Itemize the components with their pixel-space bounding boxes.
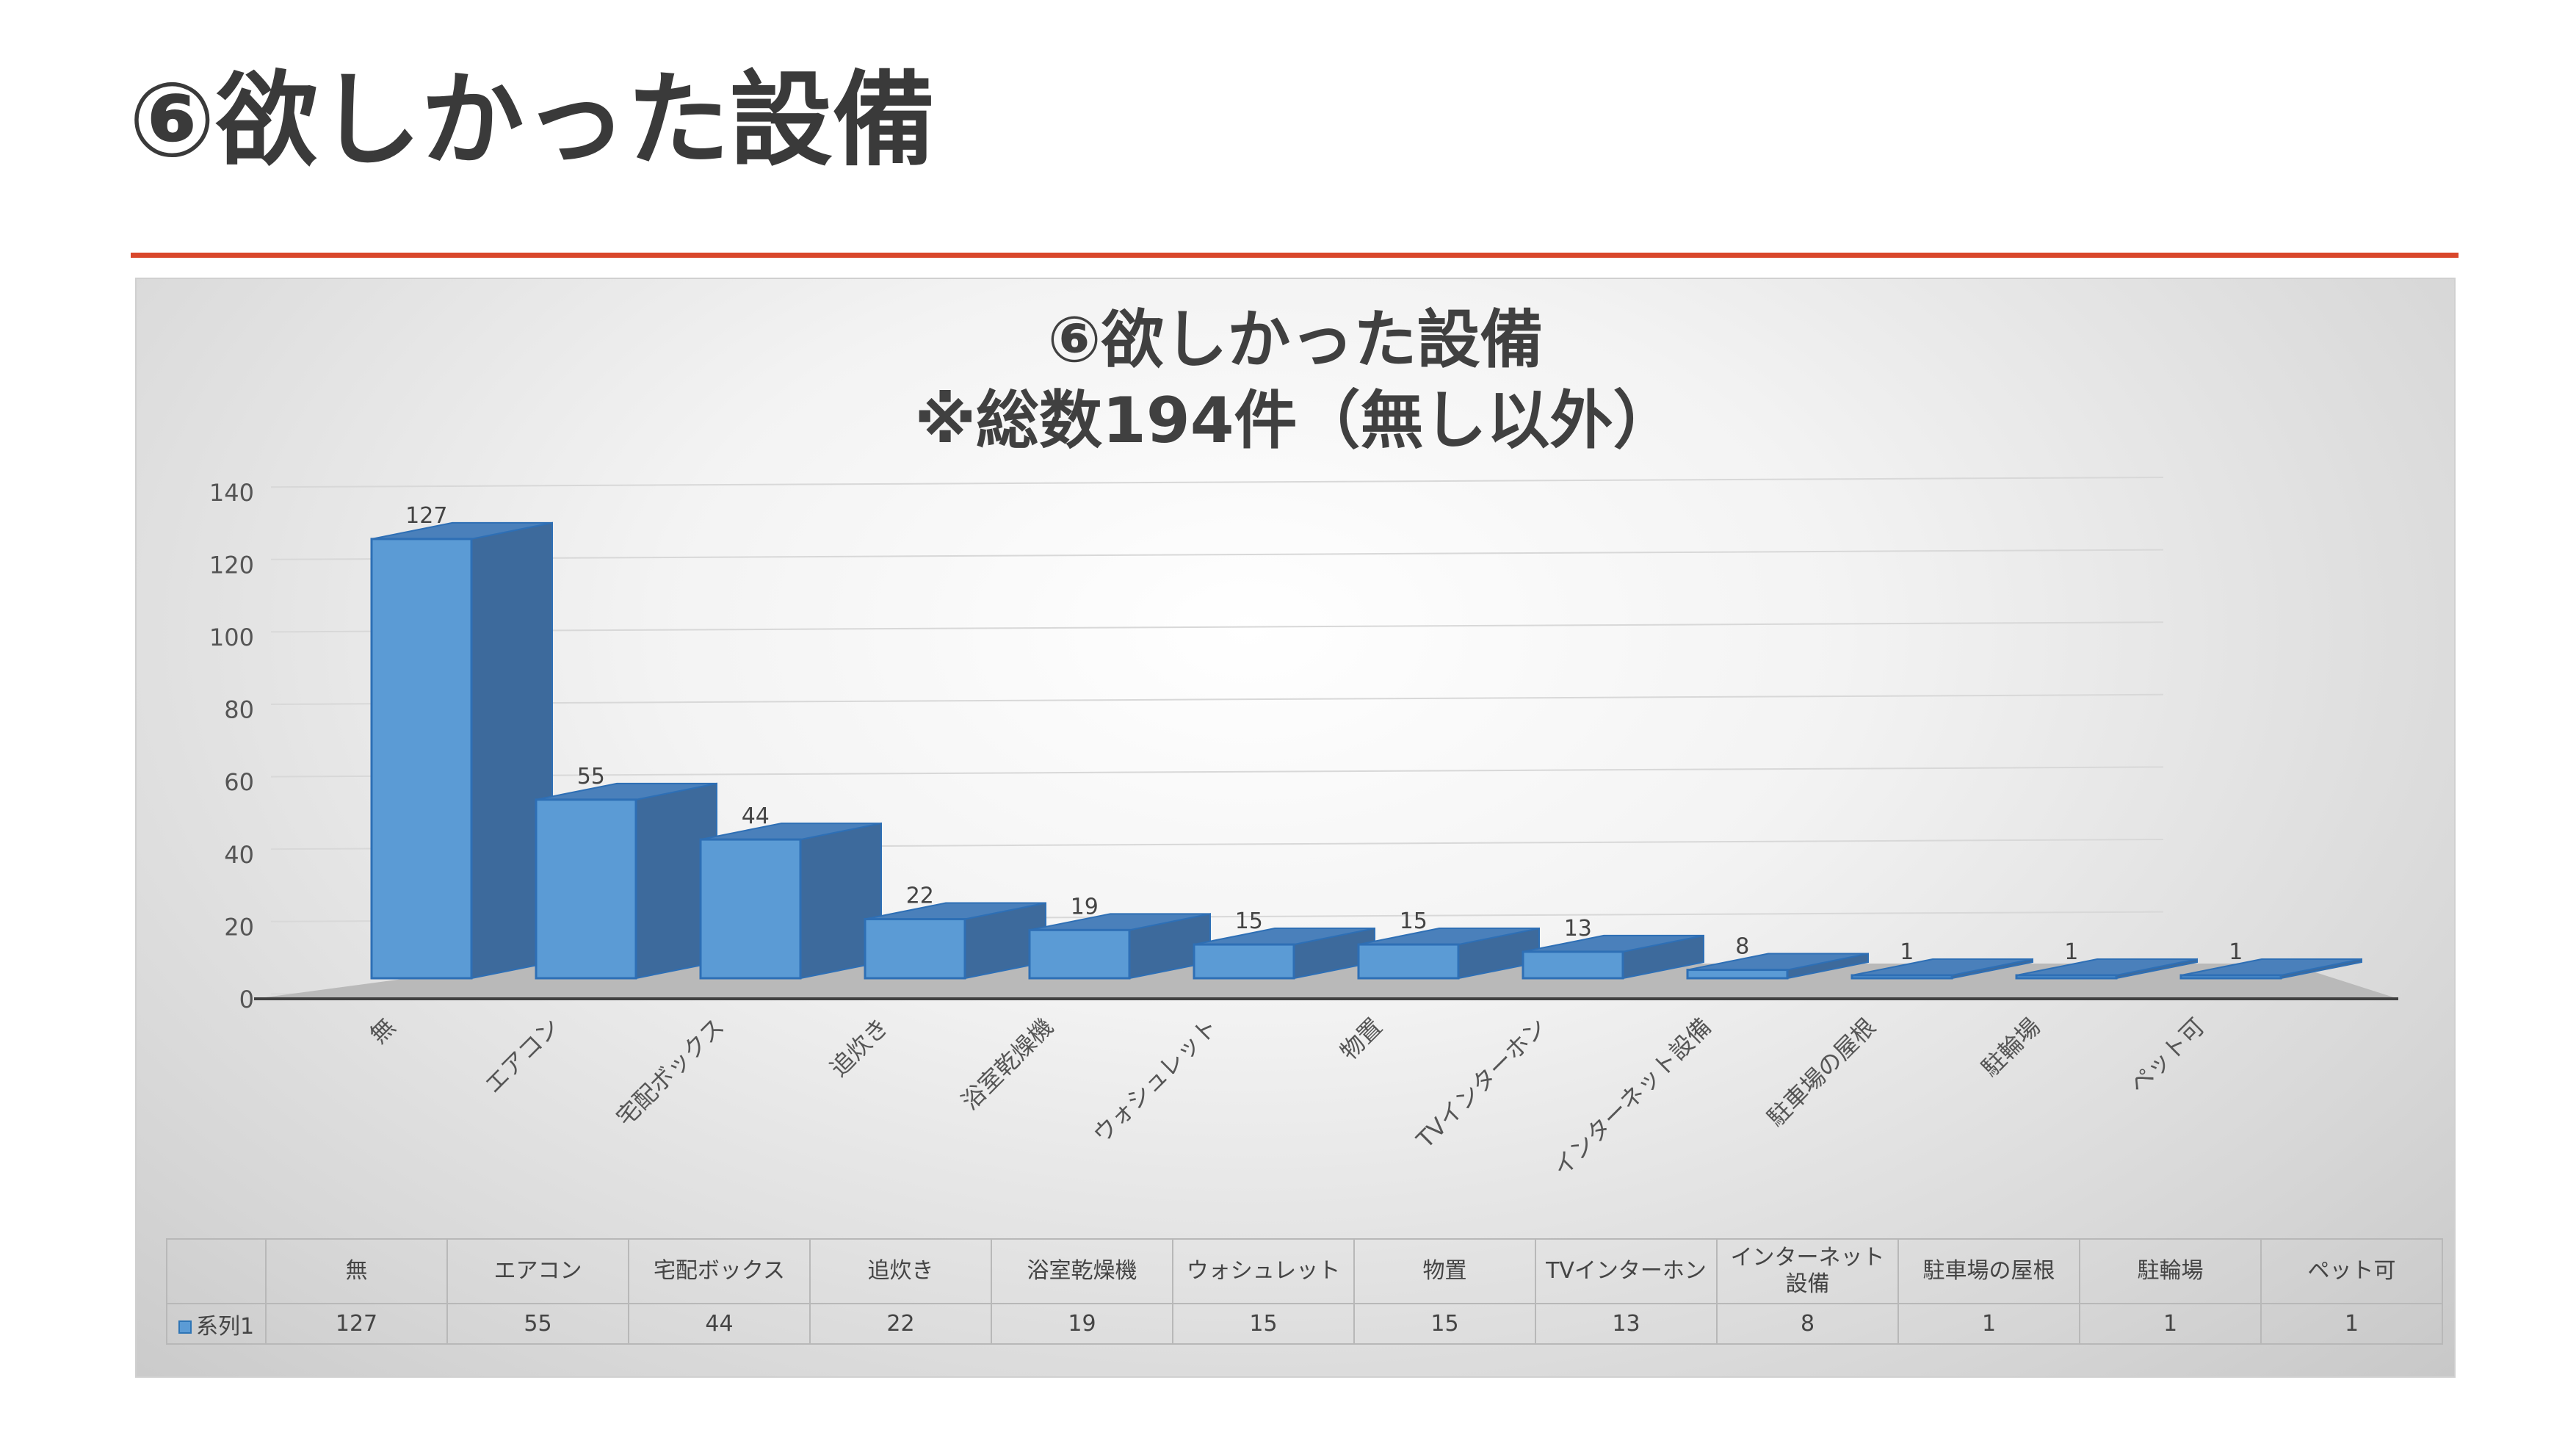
x-category-label: インターネット設備 bbox=[1547, 1013, 1717, 1182]
data-label: 44 bbox=[742, 803, 770, 829]
table-value-cell: 1 bbox=[2260, 1303, 2443, 1345]
table-value-cell: 19 bbox=[991, 1303, 1173, 1345]
y-tick-label: 40 bbox=[224, 841, 254, 869]
bar bbox=[370, 521, 553, 980]
gridline bbox=[270, 693, 2164, 705]
x-category-label: 追炊き bbox=[825, 1013, 894, 1083]
title-divider bbox=[131, 253, 2459, 258]
table-series-name: 系列1 bbox=[166, 1303, 267, 1345]
table-header-cell: エアコン bbox=[446, 1238, 629, 1304]
x-category-label: 物置 bbox=[1335, 1013, 1388, 1066]
data-label: 55 bbox=[577, 764, 605, 789]
legend-swatch bbox=[178, 1320, 192, 1334]
chart-title: ⑥欲しかった設備 bbox=[1047, 303, 1544, 377]
bar bbox=[1522, 934, 1704, 980]
chart-panel: 0 20 40 60 80 100 120 140 127 無 55 エアコン 44 宅配ボックス 22 追炊… bbox=[135, 278, 2456, 1378]
gridline bbox=[270, 549, 2164, 560]
x-category-label: 駐車場の屋根 bbox=[1762, 1013, 1881, 1132]
x-category-label: 宅配ボックス bbox=[611, 1013, 730, 1132]
bar bbox=[1357, 927, 1540, 980]
table-header-cell: 駐輪場 bbox=[2079, 1238, 2262, 1304]
data-label: 15 bbox=[1400, 908, 1428, 934]
bar bbox=[2015, 958, 2198, 980]
y-tick-label: 120 bbox=[209, 551, 254, 579]
data-label: 1 bbox=[2064, 939, 2078, 965]
table-value-cell: 8 bbox=[1716, 1303, 1899, 1345]
table-value-cell: 1 bbox=[2079, 1303, 2262, 1345]
bar bbox=[2179, 958, 2362, 980]
bar bbox=[1686, 953, 1869, 980]
data-label: 1 bbox=[2229, 939, 2243, 965]
data-label: 19 bbox=[1071, 894, 1099, 919]
y-tick-label: 80 bbox=[224, 696, 254, 724]
table-value-cell: 15 bbox=[1353, 1303, 1536, 1345]
bar bbox=[535, 782, 717, 980]
table-value-cell: 127 bbox=[265, 1303, 448, 1345]
data-label: 22 bbox=[906, 884, 934, 909]
table-header-cell: ウォシュレット bbox=[1172, 1238, 1355, 1304]
data-label: 1 bbox=[1900, 939, 1914, 965]
table-header-cell: 物置 bbox=[1353, 1238, 1536, 1304]
x-category-label: TVインターホン bbox=[1411, 1013, 1552, 1154]
table-value-cell: 13 bbox=[1535, 1303, 1718, 1345]
x-category-label: 駐輪場 bbox=[1976, 1013, 2046, 1083]
page-title: ⑥欲しかった設備 bbox=[129, 61, 936, 181]
table-header-cell: 無 bbox=[265, 1238, 448, 1304]
chart-plot: 0 20 40 60 80 100 120 140 127 無 55 エアコン 44 宅配ボックス 22 追炊… bbox=[209, 477, 2398, 1182]
table-value-cell: 1 bbox=[1897, 1303, 2080, 1345]
y-tick-label: 100 bbox=[209, 624, 254, 651]
data-label: 8 bbox=[1735, 934, 1749, 960]
bar bbox=[1850, 958, 2033, 980]
table-value-cell: 55 bbox=[446, 1303, 629, 1345]
table-value-cell: 15 bbox=[1172, 1303, 1355, 1345]
table-header-cell: 宅配ボックス bbox=[628, 1238, 811, 1304]
data-label: 13 bbox=[1564, 916, 1592, 942]
table-header-cell: ペット可 bbox=[2260, 1238, 2443, 1304]
data-label: 15 bbox=[1235, 908, 1263, 934]
table-value-cell: 44 bbox=[628, 1303, 811, 1345]
y-tick-label: 20 bbox=[224, 913, 254, 941]
gridline bbox=[270, 766, 2164, 778]
chart-subtitle: ※総数194件（無し以外） bbox=[914, 384, 1676, 458]
x-category-label: ウォシュレット bbox=[1088, 1013, 1223, 1149]
x-category-label: 無 bbox=[364, 1013, 401, 1049]
gridline bbox=[270, 477, 2164, 488]
y-tick-label: 0 bbox=[239, 986, 254, 1013]
bar bbox=[699, 822, 882, 980]
table-value-cell: 22 bbox=[809, 1303, 992, 1345]
table-corner-cell bbox=[166, 1238, 267, 1304]
table-header-cell: TVインターホン bbox=[1535, 1238, 1718, 1304]
gridline bbox=[270, 621, 2164, 633]
chart-data-table: 無エアコン 宅配ボックス 追炊き 浴室乾燥機 ウォシュレット 物置 TVインターホン インター… bbox=[166, 1238, 2443, 1345]
x-category-label: エアコン bbox=[479, 1013, 565, 1099]
table-header-cell: インターネット 設備 bbox=[1716, 1238, 1899, 1304]
x-category-label: ペット可 bbox=[2124, 1013, 2210, 1099]
x-category-label: 浴室乾燥機 bbox=[956, 1013, 1059, 1116]
data-label: 127 bbox=[405, 503, 447, 529]
y-tick-label: 140 bbox=[209, 479, 254, 507]
bar bbox=[1193, 927, 1375, 980]
table-header-cell: 浴室乾燥機 bbox=[991, 1238, 1173, 1304]
series-label: 系列1 bbox=[195, 1313, 255, 1340]
bar bbox=[1028, 913, 1211, 980]
table-header-cell: 追炊き bbox=[809, 1238, 992, 1304]
y-tick-label: 60 bbox=[224, 768, 254, 796]
bar bbox=[864, 902, 1046, 980]
table-header-cell: 駐車場の屋根 bbox=[1897, 1238, 2080, 1304]
